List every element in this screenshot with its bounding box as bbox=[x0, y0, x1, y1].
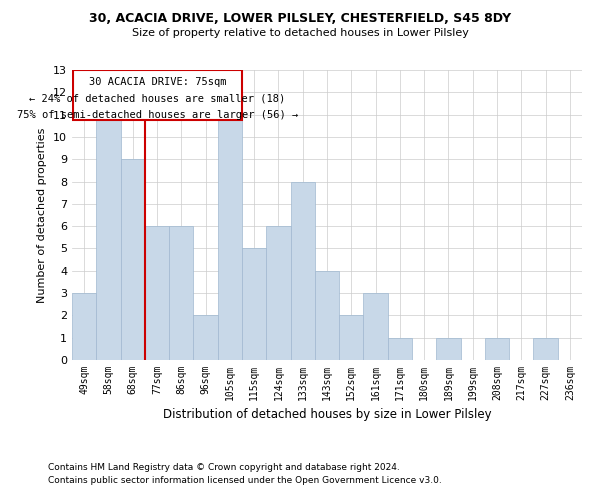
Bar bbox=[485, 338, 509, 360]
Bar bbox=[339, 316, 364, 360]
Bar bbox=[145, 226, 169, 360]
Text: Contains HM Land Registry data © Crown copyright and database right 2024.: Contains HM Land Registry data © Crown c… bbox=[48, 464, 400, 472]
Text: 30, ACACIA DRIVE, LOWER PILSLEY, CHESTERFIELD, S45 8DY: 30, ACACIA DRIVE, LOWER PILSLEY, CHESTER… bbox=[89, 12, 511, 26]
Bar bbox=[364, 293, 388, 360]
Bar bbox=[218, 114, 242, 360]
Bar bbox=[169, 226, 193, 360]
FancyBboxPatch shape bbox=[73, 70, 242, 120]
Bar bbox=[242, 248, 266, 360]
Bar bbox=[121, 159, 145, 360]
Bar bbox=[388, 338, 412, 360]
Y-axis label: Number of detached properties: Number of detached properties bbox=[37, 128, 47, 302]
Text: Contains public sector information licensed under the Open Government Licence v3: Contains public sector information licen… bbox=[48, 476, 442, 485]
Bar bbox=[315, 271, 339, 360]
X-axis label: Distribution of detached houses by size in Lower Pilsley: Distribution of detached houses by size … bbox=[163, 408, 491, 422]
Bar bbox=[290, 182, 315, 360]
Text: 30 ACACIA DRIVE: 75sqm: 30 ACACIA DRIVE: 75sqm bbox=[89, 76, 226, 86]
Bar bbox=[193, 316, 218, 360]
Bar bbox=[436, 338, 461, 360]
Bar bbox=[72, 293, 96, 360]
Bar bbox=[96, 114, 121, 360]
Text: 75% of semi-detached houses are larger (56) →: 75% of semi-detached houses are larger (… bbox=[17, 110, 298, 120]
Bar bbox=[266, 226, 290, 360]
Text: ← 24% of detached houses are smaller (18): ← 24% of detached houses are smaller (18… bbox=[29, 94, 286, 104]
Text: Size of property relative to detached houses in Lower Pilsley: Size of property relative to detached ho… bbox=[131, 28, 469, 38]
Bar bbox=[533, 338, 558, 360]
